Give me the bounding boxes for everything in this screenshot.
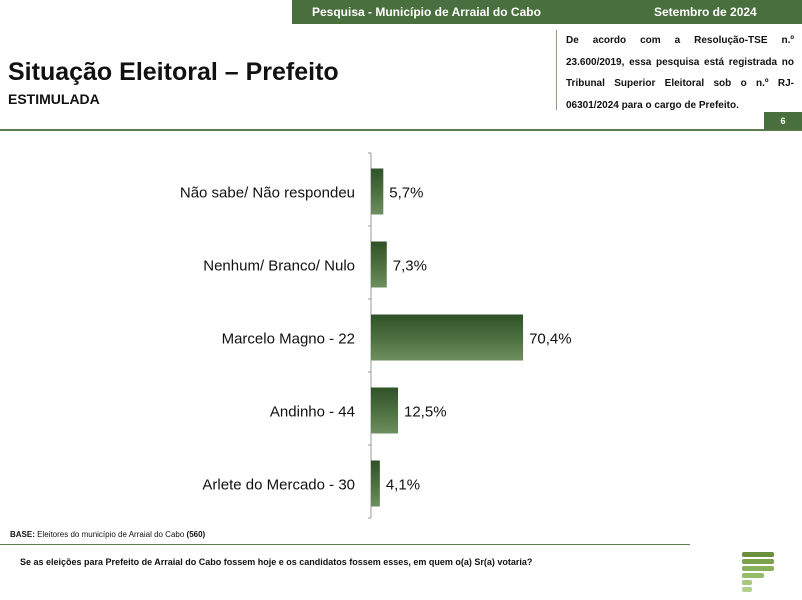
bar [371, 387, 398, 434]
page-title: Situação Eleitoral – Prefeito [8, 58, 339, 86]
header-bar: Pesquisa - Município de Arraial do Cabo … [292, 0, 802, 24]
registration-notice: De acordo com a Resolução-TSE n.º 23.600… [566, 35, 794, 111]
survey-question: Se as eleições para Prefeito de Arraial … [20, 557, 533, 567]
data-label: 7,3% [393, 258, 427, 275]
category-label: Marcelo Magno - 22 [222, 331, 355, 348]
page-subtitle: ESTIMULADA [8, 91, 100, 107]
base-label: BASE: [10, 530, 35, 539]
category-label: Não sabe/ Não respondeu [180, 185, 355, 202]
data-label: 4,1% [386, 477, 420, 494]
page-number: 6 [764, 112, 802, 130]
company-logo [742, 552, 774, 592]
footer-divider [0, 544, 690, 545]
bar [371, 314, 524, 361]
data-label: 12,5% [404, 404, 447, 421]
base-count: (560) [186, 530, 206, 539]
category-label: Arlete do Mercado - 30 [202, 477, 355, 494]
category-label: Andinho - 44 [270, 404, 355, 421]
survey-name: Pesquisa - Município de Arraial do Cabo [312, 5, 541, 19]
notice-divider [556, 30, 557, 110]
bar [371, 168, 384, 215]
category-label: Nenhum/ Branco/ Nulo [203, 258, 355, 275]
base-text: Eleitores do município de Arraial do Cab… [34, 530, 187, 539]
survey-date: Setembro de 2024 [654, 5, 757, 19]
bar [371, 241, 387, 288]
title-divider [0, 129, 802, 131]
bar-chart: Não sabe/ Não respondeu 5,7% Nenhum/ Branc… [180, 152, 572, 519]
data-label: 5,7% [389, 185, 423, 202]
base-note: BASE: Eleitores do município de Arraial … [10, 530, 205, 539]
bar [371, 460, 380, 507]
data-label: 70,4% [529, 331, 572, 348]
